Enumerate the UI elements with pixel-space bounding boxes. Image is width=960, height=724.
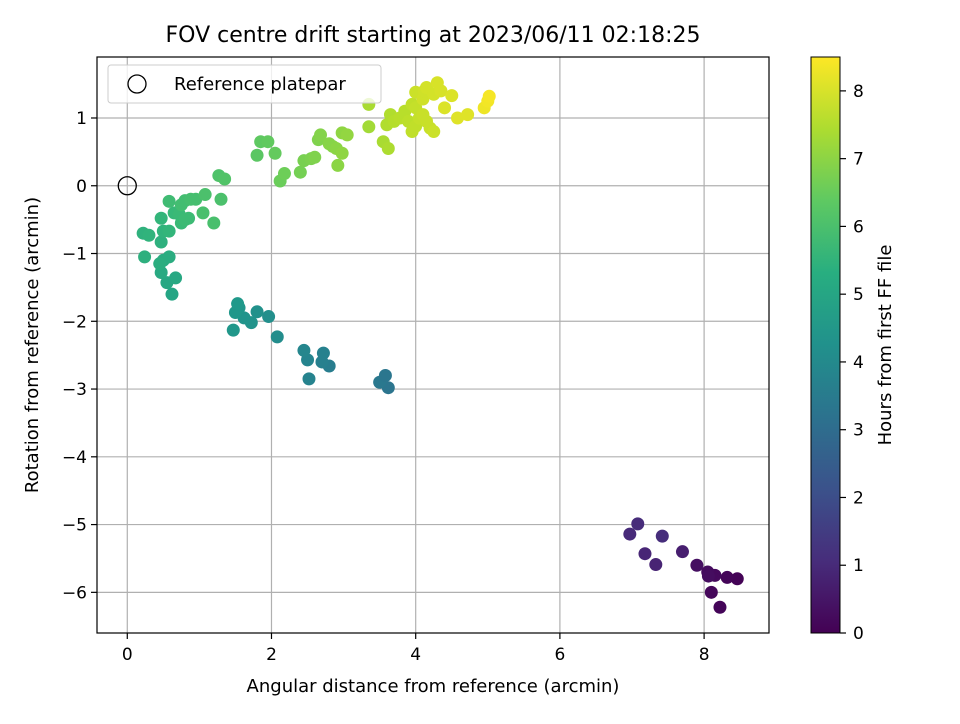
x-axis-label: Angular distance from reference (arcmin) [247, 676, 620, 697]
scatter-point [704, 585, 718, 599]
y-tick-label: −6 [62, 583, 87, 603]
scatter-point [316, 346, 330, 360]
scatter-point [268, 146, 282, 160]
colorbar-tick-label: 5 [853, 285, 864, 305]
scatter-point [214, 192, 228, 206]
points-layer [117, 76, 744, 614]
scatter-point [675, 545, 689, 559]
colorbar-tick-label: 6 [853, 217, 864, 237]
scatter-point [297, 343, 311, 357]
x-tick-label: 0 [122, 645, 133, 665]
plot-frame [96, 56, 770, 634]
grid-layer [97, 57, 769, 633]
colorbar-tick-label: 3 [853, 421, 864, 441]
colorbar-tick-label: 2 [853, 488, 864, 508]
scatter-point [461, 108, 475, 122]
x-tick-label: 6 [554, 645, 565, 665]
y-tick-label: −5 [62, 516, 87, 536]
colorbar-tick-label: 1 [853, 556, 864, 576]
colorbar-tick-label: 7 [853, 150, 864, 170]
colorbar-tick-label: 4 [853, 353, 864, 373]
scatter-point [438, 101, 452, 115]
scatter-point [308, 150, 322, 164]
scatter-point [302, 372, 316, 386]
scatter-point [198, 188, 212, 202]
scatter-point [623, 527, 637, 541]
y-tick-label: −1 [62, 245, 87, 265]
scatter-point [162, 194, 176, 208]
chart-title: FOV centre drift starting at 2023/06/11 … [166, 23, 701, 48]
colorbar: 0 1 2 3 4 5 6 7 8 Hours from first FF file [810, 56, 896, 644]
y-tick-label: −3 [62, 380, 87, 400]
scatter-point [378, 368, 392, 382]
scatter-point [381, 141, 395, 155]
colorbar-gradient [810, 56, 841, 634]
scatter-point [207, 216, 221, 230]
legend-label: Reference platepar [174, 74, 346, 95]
scatter-point [720, 570, 734, 584]
colorbar-tick-label: 0 [853, 624, 864, 644]
scatter-point [162, 224, 176, 238]
scatter-point [250, 305, 264, 319]
scatter-point [154, 235, 168, 249]
scatter-point [142, 228, 156, 242]
scatter-point [314, 128, 328, 142]
scatter-point [451, 111, 465, 125]
scatter-point [231, 297, 245, 311]
scatter-point [434, 84, 448, 98]
scatter-point [162, 250, 176, 264]
scatter-point [445, 89, 459, 103]
scatter-point [138, 250, 152, 264]
x-tick-label: 4 [410, 645, 421, 665]
y-tick-label: −2 [62, 312, 87, 332]
colorbar-label: Hours from first FF file [875, 245, 896, 446]
colorbar-tick-label: 8 [853, 82, 864, 102]
scatter-point [270, 330, 284, 344]
y-tick-label: 0 [76, 177, 87, 197]
scatter-point [713, 600, 727, 614]
scatter-point [182, 211, 196, 225]
x-tick-label: 2 [266, 645, 277, 665]
scatter-point [154, 211, 168, 225]
scatter-point [196, 206, 210, 220]
scatter-point [262, 310, 276, 324]
legend-marker-open-circle [127, 74, 147, 94]
scatter-point [690, 558, 704, 572]
scatter-point [153, 257, 167, 271]
reference-platepar-marker [117, 176, 137, 196]
scatter-point [482, 89, 496, 103]
scatter-point [655, 529, 669, 543]
scatter-point [277, 167, 291, 181]
scatter-point [362, 120, 376, 134]
scatter-point [331, 158, 345, 172]
scatter-point [340, 128, 354, 142]
legend-box [107, 64, 382, 104]
y-axis-label: Rotation from reference (arcmin) [22, 197, 43, 493]
scatter-point [649, 558, 663, 572]
scatter-point [730, 572, 744, 586]
y-tick-label: 1 [76, 109, 87, 129]
y-tick-label: −4 [62, 448, 87, 468]
scatter-point [638, 547, 652, 561]
scatter-point [250, 148, 264, 162]
scatter-point [218, 172, 232, 186]
scatter-point [701, 569, 715, 583]
scatter-point [293, 165, 307, 179]
scatter-point [226, 323, 240, 337]
scatter-point [261, 135, 275, 149]
ticks-layer: 0 2 4 6 810−1−2−3−4−5−6 [62, 109, 710, 665]
colorbar-ticks: 0 1 2 3 4 5 6 7 8 [840, 82, 864, 644]
legend: Reference platepar [107, 64, 382, 104]
scatter-point [165, 287, 179, 301]
scatter-point [631, 517, 645, 531]
x-tick-label: 8 [699, 645, 710, 665]
scatter-point [427, 125, 441, 139]
scatter-point [335, 146, 349, 160]
scatter-point [169, 271, 183, 285]
